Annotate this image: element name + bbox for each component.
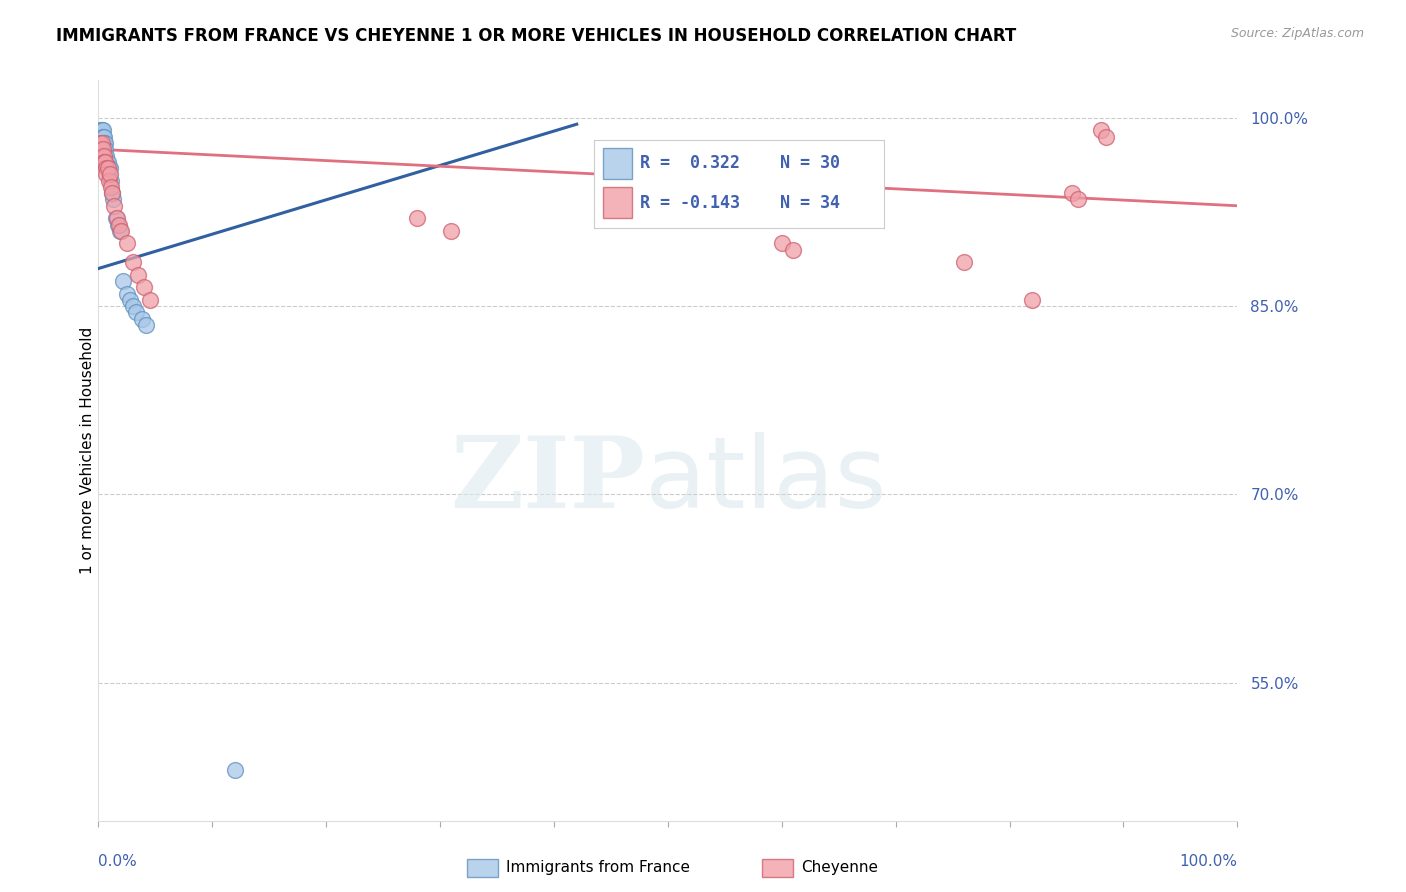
- Point: [1067, 193, 1090, 207]
- Text: IMMIGRANTS FROM FRANCE VS CHEYENNE 1 OR MORE VEHICLES IN HOUSEHOLD CORRELATION C: IMMIGRANTS FROM FRANCE VS CHEYENNE 1 OR …: [56, 27, 1017, 45]
- Point: [131, 311, 153, 326]
- Point: [127, 268, 149, 282]
- Point: [97, 174, 120, 188]
- Point: [93, 129, 115, 144]
- Point: [96, 161, 118, 175]
- Point: [440, 224, 463, 238]
- Point: [782, 243, 804, 257]
- Point: [91, 142, 114, 156]
- Text: Cheyenne: Cheyenne: [801, 861, 879, 875]
- Point: [97, 161, 120, 175]
- Point: [96, 154, 118, 169]
- Point: [120, 293, 142, 307]
- Text: atlas: atlas: [645, 432, 887, 529]
- Point: [1062, 186, 1084, 201]
- Point: [112, 274, 135, 288]
- Point: [91, 129, 114, 144]
- Point: [105, 211, 128, 226]
- Point: [94, 154, 117, 169]
- Point: [90, 129, 112, 144]
- Point: [96, 148, 118, 162]
- Point: [100, 180, 122, 194]
- Point: [121, 299, 143, 313]
- Point: [115, 286, 138, 301]
- Point: [121, 255, 143, 269]
- Point: [90, 129, 112, 144]
- Point: [94, 142, 117, 156]
- Point: [96, 168, 118, 182]
- Point: [89, 136, 111, 150]
- Point: [406, 211, 429, 226]
- Point: [100, 174, 122, 188]
- Text: 100.0%: 100.0%: [1180, 854, 1237, 869]
- Point: [89, 123, 111, 137]
- Point: [90, 136, 112, 150]
- Point: [138, 293, 160, 307]
- Point: [1021, 293, 1043, 307]
- Point: [93, 148, 115, 162]
- Point: [96, 154, 118, 169]
- Point: [101, 186, 124, 201]
- Point: [108, 218, 131, 232]
- Point: [135, 318, 157, 332]
- Point: [104, 211, 127, 226]
- Point: [93, 136, 115, 150]
- Text: Source: ZipAtlas.com: Source: ZipAtlas.com: [1230, 27, 1364, 40]
- Point: [1095, 129, 1118, 144]
- Point: [125, 305, 148, 319]
- Point: [1090, 123, 1112, 137]
- Point: [93, 154, 115, 169]
- Text: 0.0%: 0.0%: [98, 854, 138, 869]
- Point: [91, 123, 114, 137]
- Point: [115, 236, 138, 251]
- Point: [96, 161, 118, 175]
- Point: [103, 199, 125, 213]
- Point: [770, 236, 793, 251]
- Point: [132, 280, 155, 294]
- Point: [98, 168, 121, 182]
- Point: [103, 193, 125, 207]
- Point: [224, 764, 246, 778]
- Text: ZIP: ZIP: [450, 432, 645, 529]
- Point: [107, 218, 129, 232]
- Text: Immigrants from France: Immigrants from France: [506, 861, 690, 875]
- Point: [98, 161, 121, 175]
- Point: [108, 224, 131, 238]
- Point: [101, 186, 124, 201]
- Point: [97, 168, 120, 182]
- Point: [953, 255, 976, 269]
- Point: [90, 148, 112, 162]
- Point: [110, 224, 132, 238]
- Point: [90, 123, 112, 137]
- Y-axis label: 1 or more Vehicles in Household: 1 or more Vehicles in Household: [80, 326, 94, 574]
- Point: [94, 136, 117, 150]
- Point: [90, 142, 112, 156]
